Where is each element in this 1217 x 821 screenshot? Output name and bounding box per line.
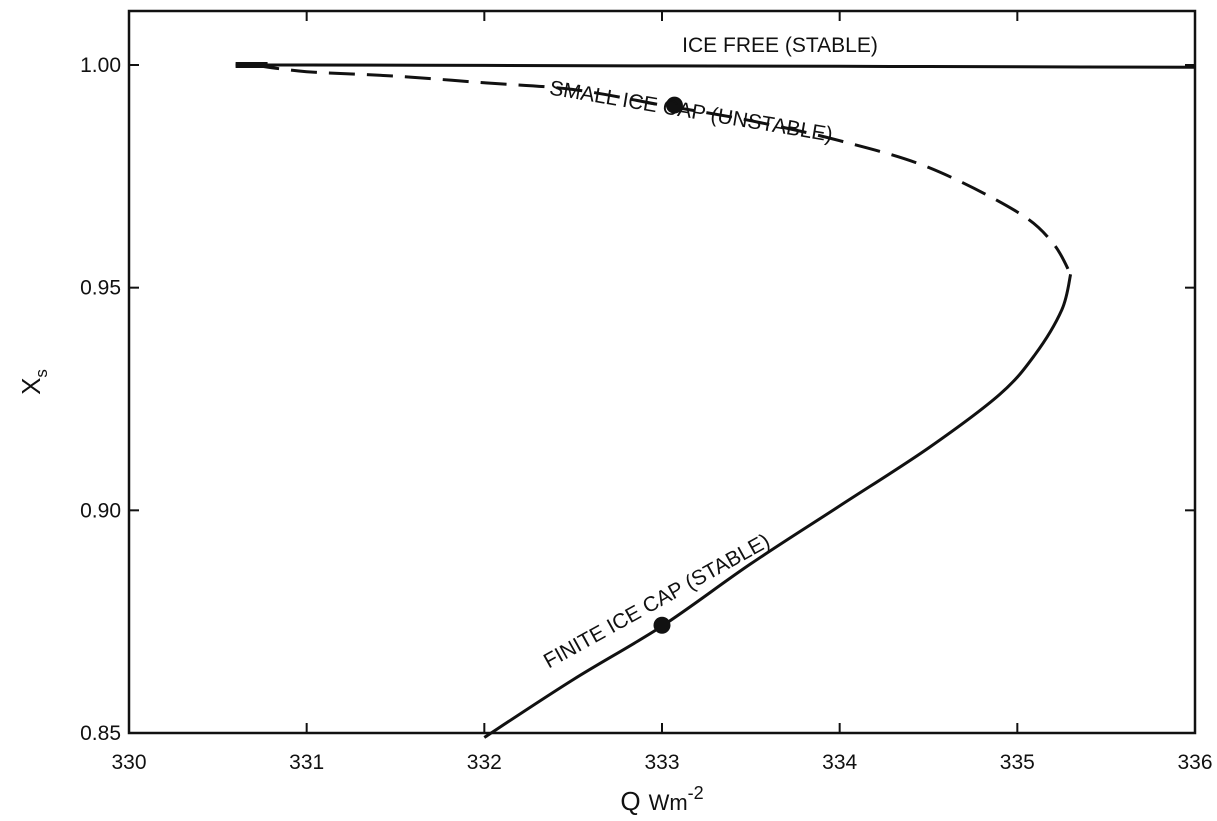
series-small-ice-cap xyxy=(253,63,1072,276)
x-tick-label: 332 xyxy=(467,751,502,774)
x-tick-label: 335 xyxy=(1000,751,1035,774)
series-finite-ice-cap xyxy=(483,273,1073,739)
annotation-finite-ice-cap: FINITE ICE CAP (STABLE) xyxy=(540,529,774,673)
data-point-marker xyxy=(665,96,683,114)
x-axis-title-unit: Wm xyxy=(649,790,688,815)
x-tick-label: 331 xyxy=(289,751,324,774)
x-axis-title-symbol: Q xyxy=(620,786,640,816)
x-axis-title-exponent: -2 xyxy=(688,783,704,803)
y-tick-label: 1.00 xyxy=(80,54,121,77)
annotation-small-ice-cap: SMALL ICE CAP (UNSTABLE) xyxy=(548,77,835,147)
x-axis-title: Q Wm-2 xyxy=(620,783,703,816)
x-tick-label: 333 xyxy=(644,751,679,774)
x-tick-label: 334 xyxy=(822,751,857,774)
y-axis-title-subscript: s xyxy=(32,369,51,378)
axis-tick-labels: 330 331 332 333 334 335 336 0.85 0.90 0.95 1.00 xyxy=(80,54,1212,774)
annotation-ice-free: ICE FREE (STABLE) xyxy=(682,34,878,57)
markers xyxy=(653,96,683,634)
y-axis-title: Xs xyxy=(16,369,51,395)
data-point-marker xyxy=(653,616,671,634)
y-tick-label: 0.95 xyxy=(80,277,121,300)
y-tick-label: 0.90 xyxy=(80,499,121,522)
y-tick-label: 0.85 xyxy=(80,722,121,745)
x-tick-label: 336 xyxy=(1177,751,1212,774)
axis-ticks xyxy=(128,11,1196,734)
series-ice-free xyxy=(235,63,1196,69)
y-axis-title-symbol: X xyxy=(16,378,46,395)
x-tick-label: 330 xyxy=(111,751,146,774)
curves xyxy=(235,62,1196,739)
